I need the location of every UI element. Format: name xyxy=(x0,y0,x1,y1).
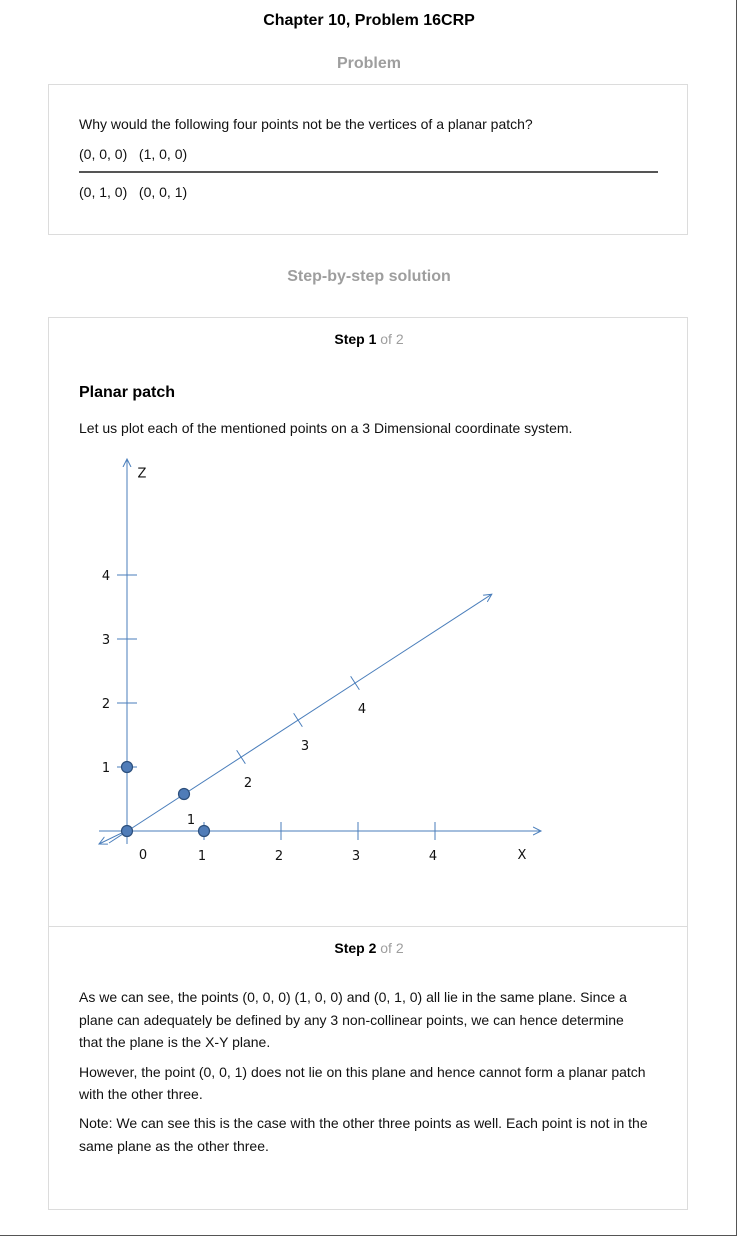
step2-p3-line1: Note: We can see this is the case with t… xyxy=(79,1115,648,1131)
solution-heading: Step-by-step solution xyxy=(287,268,451,285)
data-point xyxy=(177,787,191,801)
y-axis-tick-label: 1 xyxy=(187,813,195,828)
origin-label: 0 xyxy=(139,848,147,863)
y-axis-line xyxy=(108,594,492,844)
problem-card: Why would the following four points not … xyxy=(48,84,688,235)
problem-question: Why would the following four points not … xyxy=(79,116,533,132)
fraction-bar xyxy=(79,171,658,173)
step1-word: Step 1 xyxy=(334,331,377,347)
z-axis-tick-label: 4 xyxy=(102,569,110,584)
solution-card: Step 1 of 2 Planar patch Let us plot eac… xyxy=(48,317,688,1210)
y-axis-tick-label: 2 xyxy=(244,776,252,791)
points-denominator: (0, 1, 0) (0, 0, 1) xyxy=(79,184,188,200)
step1-label: Step 1 of 2 xyxy=(49,331,689,347)
step2-word: Step 2 xyxy=(334,940,377,956)
z-axis-tick-label: 3 xyxy=(102,633,110,648)
step2-p1-line1: As we can see, the points (0, 0, 0) (1, … xyxy=(79,989,627,1005)
points-numerator: (0, 0, 0) (1, 0, 0) xyxy=(79,146,188,162)
coordinate-chart: 1 2 3 4 1 2 3 4 1 2 3 4 Z X 0 xyxy=(49,446,689,864)
y-axis-tick-label: 4 xyxy=(358,702,366,717)
step2-p1-line2: plane can adequately be defined by any 3… xyxy=(79,1012,624,1028)
step-divider xyxy=(48,926,688,927)
y-axis-tick xyxy=(236,750,246,764)
x-axis-tick-label: 3 xyxy=(352,849,360,864)
step1-of-total: of 2 xyxy=(380,331,404,347)
z-axis-tick-label: 2 xyxy=(102,697,110,712)
step2-p2-line1: However, the point (0, 0, 1) does not li… xyxy=(79,1064,646,1080)
chapter-title: Chapter 10, Problem 16CRP xyxy=(263,12,475,29)
step2-of-total: of 2 xyxy=(380,940,404,956)
step1-heading: Planar patch xyxy=(79,384,176,401)
y-axis-tick xyxy=(293,713,303,727)
z-axis-tick-label: 1 xyxy=(102,761,110,776)
step2-p1-line3: that the plane is the X-Y plane. xyxy=(79,1034,271,1050)
x-axis-tick-label: 4 xyxy=(429,849,437,864)
x-axis-label: X xyxy=(518,848,527,863)
step1-text: Let us plot each of the mentioned points… xyxy=(79,420,573,436)
z-axis-label: Z xyxy=(138,467,147,482)
data-point xyxy=(120,824,134,838)
x-axis-tick-label: 1 xyxy=(198,849,206,864)
data-point xyxy=(197,824,211,838)
y-axis-tick xyxy=(350,676,360,690)
y-axis-tick-label: 3 xyxy=(301,739,309,754)
data-point xyxy=(120,760,134,774)
step2-p2-line2: with the other three. xyxy=(79,1086,203,1102)
step2-label: Step 2 of 2 xyxy=(49,940,689,956)
problem-heading: Problem xyxy=(336,55,401,72)
x-axis-tick-label: 2 xyxy=(275,849,283,864)
step2-p3-line2: same plane as the other three. xyxy=(79,1138,269,1154)
